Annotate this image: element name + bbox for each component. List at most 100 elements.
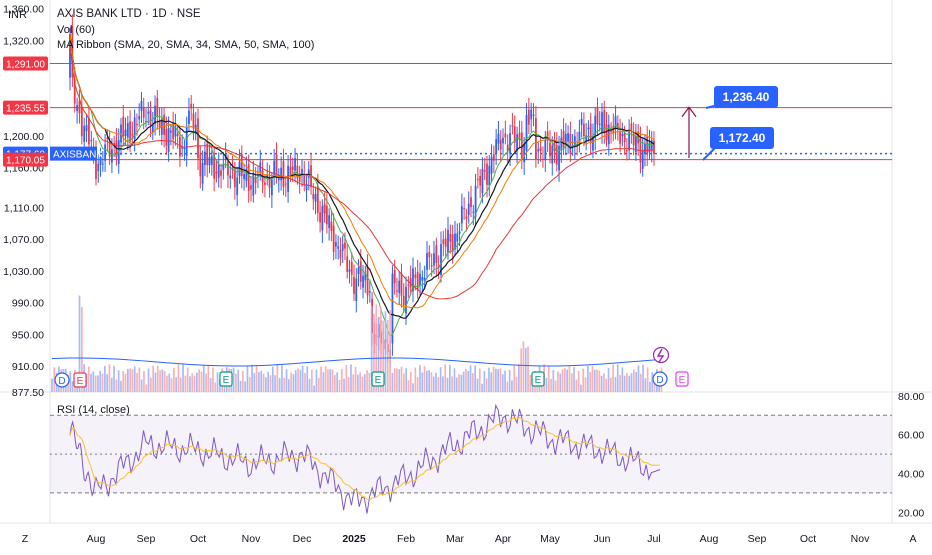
candle-body bbox=[192, 113, 195, 129]
candle-body bbox=[630, 123, 633, 131]
volume-bar bbox=[384, 311, 387, 392]
candle-body bbox=[124, 129, 127, 136]
candle-body bbox=[364, 273, 367, 281]
volume-bar bbox=[129, 368, 131, 392]
volume-bar bbox=[205, 373, 207, 392]
candle-body bbox=[176, 133, 179, 137]
volume-bar bbox=[368, 372, 371, 392]
event-badge-earnings[interactable]: E bbox=[219, 371, 233, 387]
volume-bar bbox=[99, 370, 102, 392]
candle-body bbox=[247, 164, 250, 191]
volume-bar bbox=[513, 365, 516, 392]
event-badge-earnings[interactable]: E bbox=[531, 371, 545, 387]
sma-34-line[interactable] bbox=[69, 33, 655, 319]
volume-bar bbox=[71, 381, 74, 392]
volume-bar bbox=[391, 373, 394, 392]
candle-body bbox=[243, 174, 245, 180]
candle-body bbox=[312, 194, 315, 200]
time-tick-label: Oct bbox=[190, 533, 206, 545]
event-badge-earnings[interactable]: E bbox=[675, 371, 689, 387]
volume-bar bbox=[474, 365, 476, 392]
price-level-label[interactable]: 1,235.55 bbox=[3, 100, 48, 115]
candle-body bbox=[197, 118, 199, 159]
ma-ribbon-indicator-label[interactable]: MA Ribbon (SMA, 20, SMA, 34, SMA, 50, SM… bbox=[57, 39, 315, 51]
candle-body bbox=[562, 130, 565, 148]
callout-text: 1,172.40 bbox=[719, 131, 766, 145]
volume-bar bbox=[90, 373, 92, 392]
candle-body bbox=[492, 154, 495, 161]
candle-body bbox=[458, 231, 461, 234]
volume-bar bbox=[214, 382, 217, 392]
event-badge-dividend[interactable]: D bbox=[652, 371, 668, 387]
candle-body bbox=[126, 123, 129, 138]
lightning-icon[interactable] bbox=[652, 346, 670, 364]
rsi-ma-line[interactable] bbox=[69, 417, 661, 501]
sma-100-line[interactable] bbox=[69, 45, 655, 300]
rsi-line[interactable] bbox=[69, 403, 661, 514]
candle-body bbox=[172, 123, 175, 140]
volume-bar bbox=[306, 366, 309, 392]
event-badge-letter: D bbox=[58, 376, 65, 387]
volume-bar bbox=[649, 381, 651, 392]
candle-body bbox=[220, 170, 222, 176]
event-badge-earnings[interactable]: E bbox=[73, 372, 87, 388]
volume-bar bbox=[191, 373, 194, 392]
volume-indicator-label[interactable]: Vol (60) bbox=[57, 23, 95, 36]
zoom-button[interactable]: Z bbox=[22, 533, 29, 545]
candle-body bbox=[113, 143, 116, 145]
rsi-indicator-label[interactable]: RSI (14, close) bbox=[57, 404, 130, 416]
price-level-label[interactable]: 1,170.05 bbox=[3, 152, 48, 167]
volume-bar bbox=[251, 364, 253, 392]
candle-body bbox=[355, 278, 358, 302]
price-level-label[interactable]: 1,291.00 bbox=[3, 56, 48, 71]
callout-box[interactable] bbox=[714, 86, 778, 108]
volume-bar bbox=[354, 366, 357, 392]
candle-body bbox=[250, 185, 252, 190]
candle-body bbox=[447, 229, 449, 253]
volume-bar bbox=[653, 379, 656, 392]
candle-body bbox=[506, 144, 509, 152]
sma-50-line[interactable] bbox=[69, 33, 655, 309]
candle-body bbox=[583, 123, 585, 137]
volume-bar bbox=[467, 370, 470, 392]
volume-ma-line[interactable] bbox=[51, 357, 659, 367]
volume-bar bbox=[642, 364, 644, 392]
candle-body bbox=[335, 242, 337, 247]
event-badge-dividend[interactable]: D bbox=[54, 372, 70, 388]
candle-body bbox=[111, 149, 113, 163]
volume-bar bbox=[331, 369, 334, 392]
volume-bar bbox=[179, 377, 182, 392]
symbol-title[interactable]: AXIS BANK LTD · 1D · NSE bbox=[57, 8, 201, 20]
volume-bar bbox=[412, 383, 414, 392]
volume-bar bbox=[269, 375, 272, 392]
candle-body bbox=[635, 136, 637, 153]
sma-20-line[interactable] bbox=[69, 33, 655, 337]
price-tick-label: 950.00 bbox=[12, 329, 44, 341]
volume-bar bbox=[173, 367, 175, 392]
candle-body bbox=[301, 169, 303, 175]
auto-scale-button[interactable]: A bbox=[909, 533, 916, 545]
price-tick-label: 910.00 bbox=[12, 361, 44, 373]
candle-body bbox=[463, 208, 466, 210]
volume-bar bbox=[469, 365, 472, 392]
candle-body bbox=[252, 173, 255, 196]
candle-body bbox=[133, 117, 136, 139]
callout-box[interactable] bbox=[710, 127, 774, 149]
volume-bar bbox=[81, 307, 83, 392]
volume-bar bbox=[184, 375, 187, 392]
volume-bar bbox=[140, 379, 143, 392]
candle-body bbox=[490, 156, 493, 174]
volume-bar bbox=[637, 365, 640, 392]
volume-bar bbox=[136, 373, 138, 392]
candle-body bbox=[416, 272, 419, 290]
volume-bar bbox=[152, 365, 154, 392]
volume-bar bbox=[177, 364, 180, 392]
volume-bar bbox=[478, 368, 481, 392]
volume-bar bbox=[69, 371, 72, 392]
volume-bar bbox=[591, 366, 594, 392]
volume-bar bbox=[628, 375, 631, 392]
candle-body bbox=[190, 103, 193, 109]
price-level-tag bbox=[3, 56, 48, 71]
event-badge-earnings[interactable]: E bbox=[371, 371, 385, 387]
